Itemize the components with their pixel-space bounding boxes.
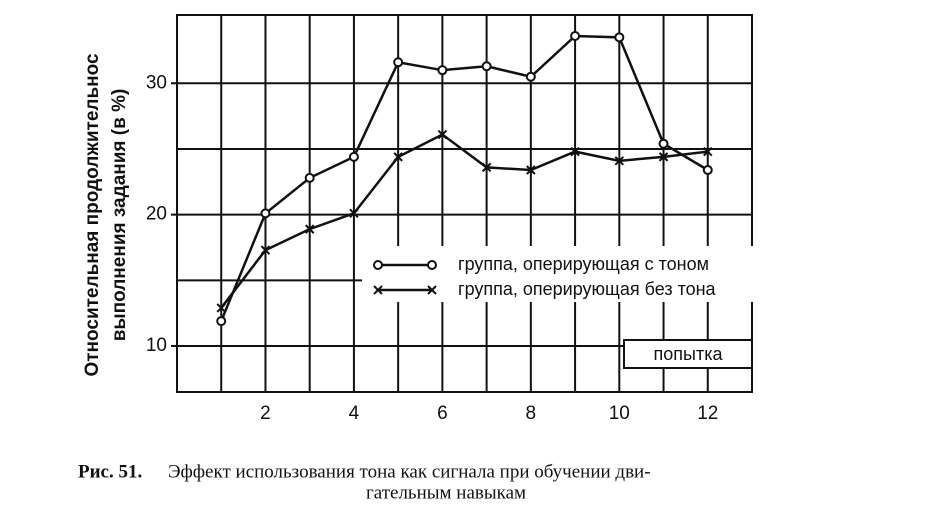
point — [614, 32, 625, 43]
point — [260, 208, 271, 219]
y-axis-label: выполнения задания (в %) — [109, 89, 130, 342]
point — [658, 138, 669, 149]
point — [348, 151, 359, 162]
legend-label: группа, оперирующая с тоном — [458, 254, 709, 274]
point — [304, 172, 315, 183]
x-tick-label: 6 — [437, 403, 448, 424]
point — [481, 61, 492, 72]
point — [481, 162, 492, 173]
plot-frame — [176, 14, 753, 393]
point — [393, 152, 403, 162]
y-tick-label: 30 — [146, 72, 167, 93]
x-tick-label: 2 — [260, 403, 271, 424]
point — [349, 208, 359, 219]
legend-marker — [373, 285, 383, 295]
line — [220, 34, 709, 322]
point — [437, 129, 448, 140]
point — [260, 245, 271, 255]
line — [220, 133, 708, 309]
point — [702, 165, 713, 176]
point — [216, 303, 226, 313]
legend-label: группа, оперирующая без тона — [458, 279, 717, 299]
point — [216, 316, 227, 327]
y-tick-label: 10 — [146, 335, 167, 356]
x-axis-label: попытка — [654, 344, 724, 364]
caption-text: гательным навыкам — [366, 482, 526, 503]
caption-label: Рис. 51. — [78, 461, 142, 482]
x-tick-label: 8 — [526, 403, 537, 424]
point — [525, 71, 536, 82]
x-tick-label: 10 — [609, 403, 630, 424]
point — [570, 146, 580, 157]
y-tick-label: 20 — [146, 204, 167, 225]
point — [304, 224, 315, 234]
x-tick-label: 4 — [349, 403, 360, 424]
legend-marker — [427, 260, 437, 270]
point — [658, 152, 669, 162]
x-tick-label: 12 — [697, 403, 718, 424]
point — [614, 156, 625, 166]
point — [437, 65, 448, 76]
x-label-box — [623, 339, 753, 369]
legend-marker — [373, 260, 383, 270]
caption-text: Эффект использования тона как сигнала пр… — [168, 461, 651, 482]
point — [570, 31, 581, 42]
point — [703, 146, 713, 157]
legend-box — [362, 246, 830, 302]
y-axis-label: Относительная продолжительнос — [82, 53, 103, 376]
point — [393, 57, 404, 68]
point — [526, 165, 536, 175]
legend-marker — [427, 285, 437, 295]
